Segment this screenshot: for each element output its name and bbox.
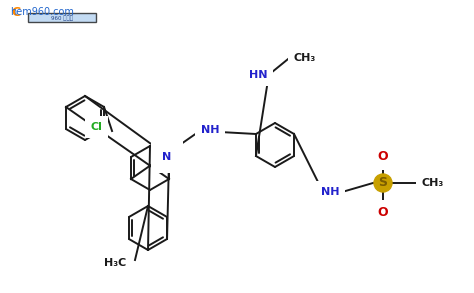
Text: S: S (379, 176, 388, 190)
Text: 960 化工网: 960 化工网 (51, 15, 73, 21)
Text: hem960.com: hem960.com (10, 7, 74, 17)
Text: Cl: Cl (90, 122, 102, 132)
Text: NH: NH (321, 187, 339, 197)
Text: O: O (378, 151, 388, 163)
Text: HN: HN (249, 70, 267, 80)
Text: H₃C: H₃C (104, 258, 126, 268)
Text: CH₃: CH₃ (422, 178, 444, 188)
Circle shape (374, 174, 392, 192)
Text: NH: NH (201, 125, 219, 135)
Text: CH₃: CH₃ (294, 53, 316, 63)
FancyBboxPatch shape (28, 13, 96, 22)
Text: O: O (378, 207, 388, 219)
Text: N: N (163, 152, 172, 162)
Text: C: C (11, 6, 20, 18)
